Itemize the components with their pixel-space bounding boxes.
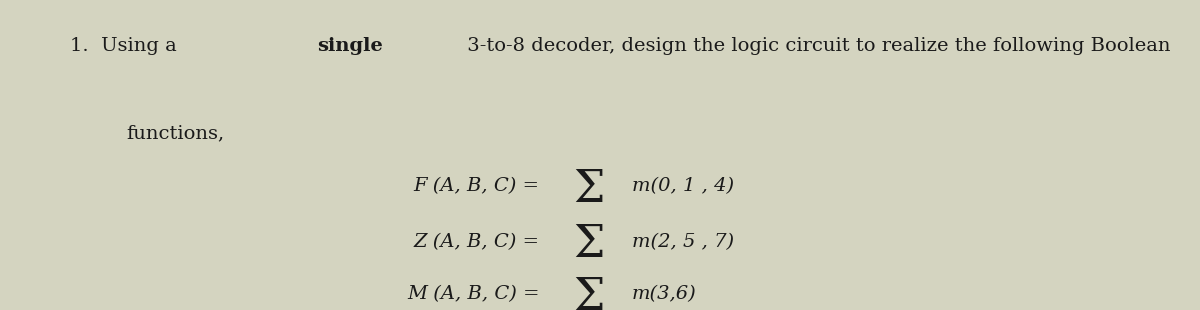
Text: Σ: Σ xyxy=(574,167,605,210)
Text: F (A, B, C) =: F (A, B, C) = xyxy=(414,177,546,195)
Text: m(2, 5 , 7): m(2, 5 , 7) xyxy=(631,233,733,251)
Text: Σ: Σ xyxy=(574,223,605,266)
Text: functions,: functions, xyxy=(126,124,224,142)
Text: 3-to-8 decoder, design the logic circuit to realize the following Boolean: 3-to-8 decoder, design the logic circuit… xyxy=(461,37,1171,55)
Text: m(0, 1 , 4): m(0, 1 , 4) xyxy=(631,177,733,195)
Text: 1.  Using a: 1. Using a xyxy=(70,37,182,55)
Text: single: single xyxy=(317,37,383,55)
Text: Z (A, B, C) =: Z (A, B, C) = xyxy=(414,233,546,251)
Text: Σ: Σ xyxy=(574,276,605,310)
Text: m(3,6): m(3,6) xyxy=(631,286,696,303)
Text: M (A, B, C) =: M (A, B, C) = xyxy=(407,286,546,303)
